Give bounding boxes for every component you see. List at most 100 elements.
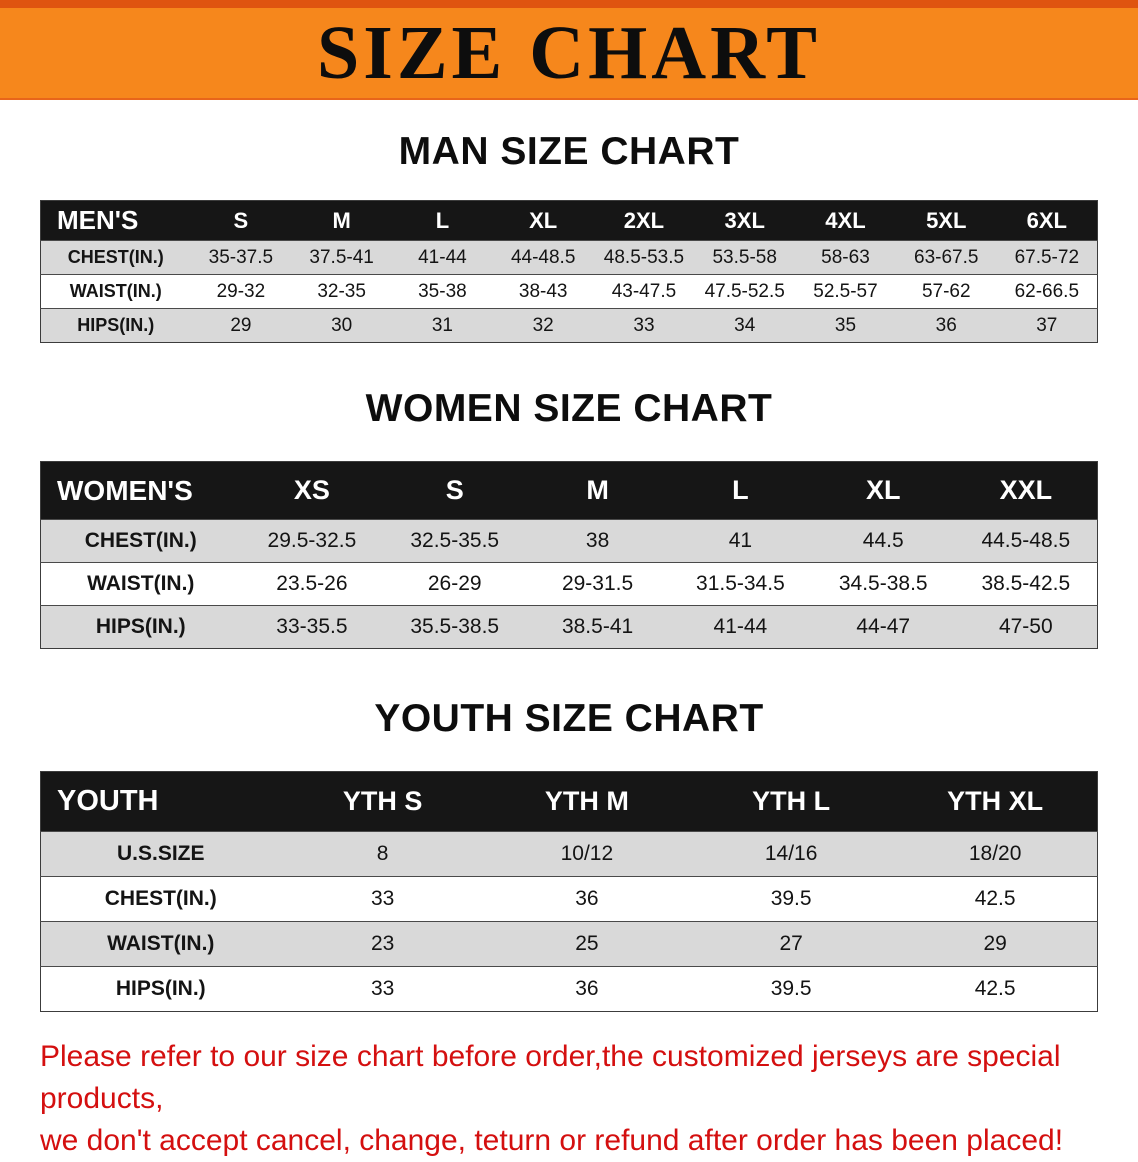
size-value-cell: 48.5-53.5 [603, 246, 685, 268]
measurement-row: CHEST(IN.) 29.5-32.5 32.5-35.5 38 41 44.5 44.5… [40, 519, 1098, 563]
measurement-row: WAIST(IN.) 23 25 27 29 [40, 921, 1098, 967]
size-value-cell: 34 [734, 314, 756, 336]
banner: SIZE CHART [0, 0, 1138, 100]
size-value-cell: 10/12 [560, 842, 614, 865]
size-value-cell: 34.5-38.5 [838, 572, 928, 595]
youth-size-table: YOUTH YTH S YTH M YTH L YTH XL U.S.SIZE 8 10/12… [40, 771, 1098, 1012]
size-column-header: M [332, 207, 351, 233]
row-label: CHEST(IN.) [67, 247, 164, 267]
size-value-cell: 37.5-41 [309, 246, 374, 268]
disclaimer-line-1: Please refer to our size chart before or… [40, 1040, 1061, 1115]
size-value-cell: 29-32 [216, 280, 266, 302]
measurement-row: CHEST(IN.) 33 36 39.5 42.5 [40, 876, 1098, 922]
size-column-header: S [445, 475, 464, 505]
size-value-cell: 29-31.5 [561, 572, 634, 595]
page-title: SIZE CHART [316, 11, 821, 95]
disclaimer: Please refer to our size chart before or… [40, 1036, 1118, 1162]
size-column-header: 3XL [724, 207, 765, 233]
size-value-cell: 38.5-41 [561, 615, 634, 638]
size-value-cell: 23 [370, 932, 395, 955]
size-value-cell: 35-38 [418, 280, 467, 302]
size-value-cell: 33-35.5 [276, 615, 348, 638]
men-size-table: MEN'S S M L XL 2XL 3XL 4XL 5XL 6XL CHEST(IN.) 35-37… [40, 200, 1098, 343]
measurement-row: U.S.SIZE 8 10/12 14/16 18/20 [40, 831, 1098, 877]
size-value-cell: 30 [331, 314, 353, 336]
row-label: WAIST(IN.) [87, 572, 195, 595]
row-label: CHEST(IN.) [84, 529, 197, 552]
size-value-cell: 44.5 [862, 529, 904, 552]
header-row: MEN'S S M L XL 2XL 3XL 4XL 5XL 6XL [40, 200, 1098, 241]
size-value-cell: 33 [370, 977, 395, 1000]
measurement-row: WAIST(IN.) 29-32 32-35 35-38 38-43 43-47.5 47.… [40, 274, 1098, 309]
size-value-cell: 38.5-42.5 [981, 572, 1071, 595]
measurement-row: CHEST(IN.) 35-37.5 37.5-41 41-44 44-48.5 48.5… [40, 240, 1098, 275]
table-title-cell: WOMEN'S [57, 474, 193, 506]
table-title-cell: MEN'S [57, 205, 139, 235]
size-column-header: YTH S [342, 786, 423, 816]
row-label: HIPS(IN.) [95, 615, 186, 638]
size-value-cell: 63-67.5 [914, 246, 979, 268]
size-column-header: L [435, 207, 450, 233]
size-value-cell: 42.5 [974, 887, 1016, 910]
size-value-cell: 41-44 [418, 246, 467, 268]
size-value-cell: 47-50 [998, 615, 1053, 638]
row-label: HIPS(IN.) [77, 315, 155, 335]
size-value-cell: 27 [779, 932, 803, 955]
youth-size-section: YOUTH SIZE CHART YOUTH YTH S YTH M YTH L YTH… [0, 697, 1138, 1012]
size-column-header: XL [865, 475, 901, 505]
size-value-cell: 29.5-32.5 [267, 529, 357, 552]
size-value-cell: 44-48.5 [510, 246, 576, 268]
size-value-cell: 36 [575, 887, 599, 910]
size-value-cell: 8 [376, 842, 389, 865]
size-value-cell: 38 [585, 529, 610, 552]
size-column-header: XL [529, 207, 558, 233]
size-value-cell: 31.5-34.5 [696, 572, 785, 595]
measurement-row: HIPS(IN.) 33 36 39.5 42.5 [40, 966, 1098, 1012]
youth-section-heading: YOUTH SIZE CHART [374, 697, 764, 740]
size-value-cell: 41 [728, 529, 753, 552]
size-value-cell: 14/16 [764, 842, 818, 865]
size-column-header: YTH M [544, 786, 629, 816]
size-value-cell: 29 [983, 932, 1007, 955]
measurement-row: WAIST(IN.) 23.5-26 26-29 29-31.5 31.5-34.5 34… [40, 562, 1098, 606]
row-label: CHEST(IN.) [104, 887, 217, 910]
size-column-header: 2XL [623, 207, 665, 233]
row-label: WAIST(IN.) [69, 281, 162, 301]
size-column-header: YTH XL [947, 786, 1044, 816]
disclaimer-line-2: we don't accept cancel, change, teturn o… [40, 1124, 1064, 1157]
size-value-cell: 35-37.5 [208, 246, 274, 268]
size-value-cell: 57-62 [921, 280, 971, 302]
women-size-section: WOMEN SIZE CHART WOMEN'S XS S M L XL XXL CHEST(… [0, 387, 1138, 649]
size-value-cell: 36 [935, 314, 957, 336]
size-value-cell: 39.5 [770, 887, 812, 910]
women-size-table: WOMEN'S XS S M L XL XXL CHEST(IN.) 29.5-32.5 32.5… [40, 461, 1098, 649]
size-column-header: XS [293, 475, 330, 505]
size-value-cell: 33 [370, 887, 395, 910]
size-value-cell: 33 [633, 314, 655, 336]
women-section-heading: WOMEN SIZE CHART [365, 387, 773, 430]
row-label: HIPS(IN.) [115, 977, 206, 1000]
size-column-header: XXL [999, 475, 1053, 505]
size-value-cell: 52.5-57 [813, 280, 878, 302]
size-value-cell: 53.5-58 [712, 246, 777, 268]
header-row: YOUTH YTH S YTH M YTH L YTH XL [40, 771, 1098, 832]
size-value-cell: 23.5-26 [276, 572, 348, 595]
row-label: U.S.SIZE [116, 842, 205, 865]
size-value-cell: 35.5-38.5 [410, 615, 500, 638]
size-value-cell: 32 [532, 314, 554, 336]
size-value-cell: 29 [230, 314, 252, 336]
size-value-cell: 67.5-72 [1014, 246, 1080, 268]
size-value-cell: 62-66.5 [1014, 280, 1080, 302]
measurement-row: HIPS(IN.) 29 30 31 32 33 34 35 36 37 [40, 308, 1098, 343]
measurement-row: HIPS(IN.) 33-35.5 35.5-38.5 38.5-41 41-44 44-… [40, 605, 1098, 649]
size-value-cell: 36 [575, 977, 599, 1000]
size-value-cell: 47.5-52.5 [704, 280, 785, 302]
size-value-cell: 35 [834, 314, 857, 336]
size-value-cell: 39.5 [770, 977, 812, 1000]
size-column-header: 5XL [926, 207, 967, 233]
size-value-cell: 44-47 [856, 615, 911, 638]
size-value-cell: 37 [1036, 314, 1058, 336]
size-value-cell: 32-35 [317, 280, 366, 302]
size-value-cell: 18/20 [968, 842, 1022, 865]
size-value-cell: 26-29 [427, 572, 482, 595]
